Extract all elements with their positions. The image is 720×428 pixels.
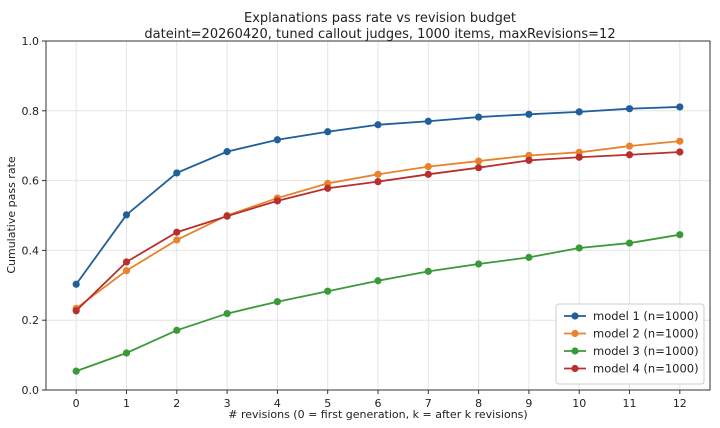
y-tick-label: 0.6 — [22, 175, 40, 188]
data-point-model-1 — [424, 117, 432, 125]
data-point-model-3 — [122, 349, 131, 357]
data-point-model-4 — [625, 151, 634, 159]
y-tick-label: 0.4 — [22, 244, 40, 257]
legend-entry: model 4 (n=1000) — [593, 362, 699, 376]
legend-box — [555, 303, 705, 385]
legend-entry: model 2 (n=1000) — [593, 327, 699, 341]
x-tick-label: 8 — [475, 397, 482, 410]
data-point-model-1 — [223, 148, 231, 156]
data-point-model-4 — [324, 184, 332, 192]
data-point-model-3 — [625, 239, 634, 247]
x-tick-label: 9 — [525, 397, 532, 410]
x-tick-label: 6 — [375, 397, 382, 410]
x-tick-label: 12 — [673, 397, 687, 410]
data-point-model-1 — [374, 121, 382, 129]
data-point-model-3 — [475, 260, 483, 268]
chart-title: Explanations pass rate vs revision budge… — [244, 11, 516, 26]
data-point-model-4 — [575, 153, 583, 161]
data-point-model-4 — [273, 197, 281, 205]
x-axis-label: # revisions (0 = first generation, k = a… — [228, 408, 527, 421]
x-tick-label: 4 — [274, 397, 281, 410]
x-tick-label: 0 — [73, 397, 80, 410]
x-tick-label: 10 — [572, 397, 586, 410]
data-point-model-4 — [525, 156, 533, 164]
x-tick-label: 3 — [224, 397, 231, 410]
legend-entry: model 1 (n=1000) — [593, 309, 699, 323]
data-point-model-4 — [424, 170, 432, 178]
data-point-model-2 — [173, 236, 181, 244]
data-point-model-4 — [72, 307, 80, 315]
data-point-model-3 — [575, 244, 583, 252]
y-tick-label: 0.2 — [22, 314, 40, 327]
data-point-model-1 — [72, 280, 80, 288]
legend-swatch-marker — [571, 364, 579, 373]
legend-entry: model 3 (n=1000) — [593, 344, 699, 358]
data-point-model-1 — [676, 103, 684, 111]
legend: model 1 (n=1000) model 2 (n=1000) model 3 … — [555, 303, 705, 385]
axis-ticks: 0 1 2 3 4 5 6 7 8 9 10 11 120.00.20.40.60.81.0 — [22, 35, 687, 410]
chart-subtitle: dateint=20260420, tuned callout judges, … — [144, 27, 615, 42]
data-point-model-1 — [575, 108, 583, 116]
legend-swatch-marker — [571, 347, 579, 355]
x-tick-label: 5 — [324, 397, 331, 410]
data-point-model-2 — [625, 142, 634, 150]
legend-swatch-marker — [571, 312, 579, 320]
data-point-model-3 — [374, 277, 382, 285]
data-point-model-2 — [676, 137, 684, 145]
y-axis-label: Cumulative pass rate — [5, 156, 18, 274]
x-tick-label: 11 — [623, 397, 637, 410]
data-point-model-3 — [173, 326, 181, 334]
data-point-model-4 — [223, 212, 231, 220]
data-point-model-4 — [122, 258, 131, 266]
series-lines — [72, 103, 684, 375]
data-point-model-2 — [374, 170, 382, 178]
legend-swatch-marker — [571, 329, 579, 338]
data-point-model-2 — [424, 163, 432, 171]
x-tick-label: 2 — [173, 397, 180, 410]
data-point-model-3 — [273, 298, 281, 306]
x-tick-label: 1 — [123, 397, 130, 410]
data-point-model-2 — [475, 157, 483, 165]
data-point-model-4 — [374, 178, 382, 186]
plot-frame — [45, 40, 711, 391]
data-point-model-1 — [273, 136, 281, 144]
data-point-model-1 — [475, 113, 483, 121]
data-point-model-3 — [424, 267, 432, 275]
data-point-model-2 — [122, 267, 131, 275]
data-point-model-3 — [223, 309, 231, 318]
y-tick-label: 0.8 — [22, 105, 40, 118]
data-point-model-1 — [324, 128, 332, 136]
data-point-model-1 — [173, 169, 181, 177]
data-point-model-3 — [525, 253, 533, 261]
data-point-model-3 — [324, 287, 332, 295]
x-tick-label: 7 — [425, 397, 432, 410]
y-tick-label: 0.0 — [22, 384, 40, 397]
data-point-model-3 — [676, 231, 684, 239]
data-point-model-4 — [475, 164, 483, 172]
data-point-model-1 — [625, 105, 634, 113]
y-tick-label: 1.0 — [22, 35, 40, 48]
data-point-model-3 — [72, 367, 80, 375]
data-point-model-1 — [122, 211, 131, 219]
data-point-model-1 — [525, 110, 533, 118]
data-point-model-4 — [676, 148, 684, 156]
data-point-model-4 — [173, 228, 181, 236]
